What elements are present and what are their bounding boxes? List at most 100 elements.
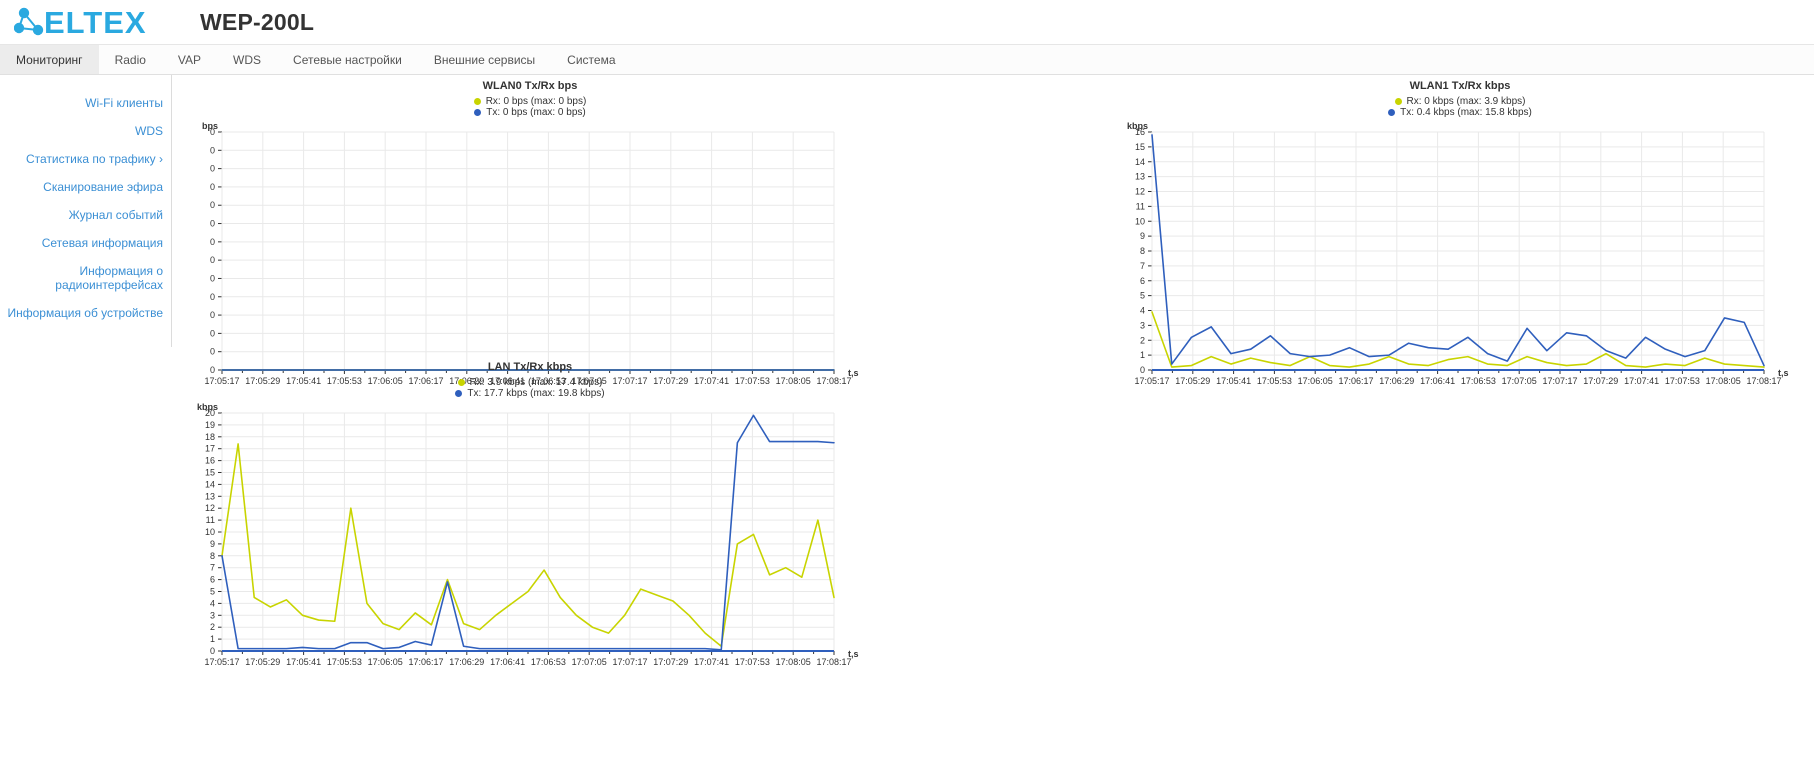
x-tick-label: 17:08:05 [776,376,811,386]
y-tick-label: 8 [210,551,215,561]
y-tick-label: 0 [210,646,215,656]
x-tick-label: 17:06:17 [408,376,443,386]
x-tick-label: 17:05:17 [204,657,239,667]
y-tick-label: 9 [1140,231,1145,241]
y-tick-label: 7 [1140,261,1145,271]
y-tick-label: 3 [210,610,215,620]
nav-item-external-services[interactable]: Внешние сервисы [433,52,536,67]
sidebar-item-air-scan[interactable]: Сканирование эфира [43,180,163,194]
y-tick-label: 0 [210,328,215,338]
chart-wlan0-plot: bps 0 0 0 0 0 0 0 0 0 0 0 0 0 0 17:05:17 17:05:29 17:05:4… [180,118,880,408]
series-line-tx [221,414,835,651]
y-tick-label: 6 [1140,276,1145,286]
legend-row-rx: Rx: 0 bps (max: 0 bps) [473,96,586,107]
x-tick-label: 17:07:05 [572,376,607,386]
y-tick-label: 0 [210,273,215,283]
x-tick-label: 17:05:53 [327,376,362,386]
x-tick-label: 17:05:41 [286,376,321,386]
x-tick-label: 17:05:29 [245,657,280,667]
x-tick-label: 17:05:53 [1257,376,1292,386]
y-tick-label: 20 [205,408,215,418]
sidebar-item-radio-info[interactable]: Информация о радиоинтерфейсах [55,264,163,292]
y-tick-label: 0 [1140,365,1145,375]
nav-item-monitoring[interactable]: Мониторинг [0,45,99,74]
eltex-logo[interactable]: ELTEX [14,4,162,40]
sidebar-item-wifi-clients[interactable]: Wi-Fi клиенты [85,96,163,110]
x-tick-label: 17:06:29 [449,376,484,386]
x-tick-label: 17:07:05 [572,657,607,667]
x-tick-label: 17:06:41 [490,657,525,667]
chart-lan: LAN Tx/Rx kbps Rx: 3.9 kbps (max: 17.4 k… [180,361,880,689]
sidebar-item-event-log[interactable]: Журнал событий [68,208,163,222]
page-title: WEP-200L [200,8,315,35]
y-tick-label: 14 [205,479,215,489]
y-tick-label: 0 [210,347,215,357]
chart-wlan0: WLAN0 Tx/Rx bps Rx: 0 bps (max: 0 bps) T… [180,80,880,408]
legend-dot-rx-icon [457,379,465,386]
y-tick-label: 5 [1140,291,1145,301]
y-tick-label: 9 [210,539,215,549]
x-tick-label: 17:07:17 [612,657,647,667]
y-tick-label: 0 [210,219,215,229]
legend-row-tx: Tx: 0.4 kbps (max: 15.8 kbps) [1388,107,1532,118]
x-tick-label: 17:06:53 [1461,376,1496,386]
sidebar-item-wds[interactable]: WDS [135,124,163,138]
x-tick-label: 17:05:41 [286,657,321,667]
y-tick-label: 2 [1140,335,1145,345]
y-tick-label: 0 [210,255,215,265]
x-tick-label: 17:08:17 [816,657,851,667]
legend-dot-tx-icon [455,390,463,397]
y-tick-label: 14 [1135,157,1145,167]
x-tick-label: 17:07:53 [1665,376,1700,386]
y-tick-label: 2 [210,622,215,632]
sidebar-item-device-info[interactable]: Информация об устройстве [7,306,163,320]
x-tick-label: 17:07:53 [735,376,770,386]
nav-item-system[interactable]: Система [567,52,616,67]
x-tick-label: 17:06:05 [368,657,403,667]
y-tick-label: 0 [210,292,215,302]
x-axis-unit-label: t,s [848,368,859,378]
x-tick-label: 17:07:53 [735,657,770,667]
x-tick-label: 17:05:29 [245,376,280,386]
sidebar: Wi-Fi клиенты WDS Статистика по трафику … [0,75,172,347]
nav-item-wds[interactable]: WDS [233,52,262,67]
nav-item-radio[interactable]: Radio [114,52,146,67]
x-tick-label: 17:08:17 [1746,376,1781,386]
legend-dot-tx-icon [1388,109,1396,116]
x-tick-label: 17:06:41 [1420,376,1455,386]
chart-wlan0-legend: Rx: 0 bps (max: 0 bps) Tx: 0 bps (max: 0… [180,96,880,118]
sidebar-item-network-info[interactable]: Сетевая информация [41,236,163,250]
legend-label-rx: Rx: 3.9 kbps (max: 17.4 kbps) [469,377,603,388]
y-tick-label: 12 [205,503,215,513]
nav-item-network-settings[interactable]: Сетевые настройки [293,52,402,67]
x-tick-label: 17:07:29 [653,376,688,386]
x-tick-label: 17:08:17 [816,376,851,386]
sidebar-item-traffic-stats[interactable]: Статистика по трафику › [26,152,163,166]
x-tick-label: 17:07:41 [694,376,729,386]
legend-label-tx: Tx: 0.4 kbps (max: 15.8 kbps) [1400,107,1532,118]
y-tick-label: 6 [210,575,215,585]
app-header: ELTEX WEP-200L [0,0,1814,44]
legend-label-tx: Tx: 17.7 kbps (max: 19.8 kbps) [467,388,605,399]
x-tick-label: 17:06:53 [531,657,566,667]
x-tick-label: 17:06:29 [1379,376,1414,386]
y-tick-label: 0 [210,145,215,155]
y-tick-label: 5 [210,587,215,597]
y-tick-label: 12 [1135,187,1145,197]
y-tick-label: 11 [206,515,215,525]
x-tick-label: 17:07:05 [1502,376,1537,386]
chart-lan-plot: kbps 20 19 18 17 16 15 14 13 12 11 10 9 8 7 6 5 4 3 2 1 0 17:0… [180,399,880,689]
chart-wlan0-title: WLAN0 Tx/Rx bps [482,80,578,92]
x-tick-label: 17:05:29 [1175,376,1210,386]
nav-item-vap[interactable]: VAP [177,52,202,67]
x-tick-label: 17:06:53 [531,376,566,386]
x-tick-label: 17:05:41 [1216,376,1251,386]
main-nav: Мониторинг Radio VAP WDS Сетевые настрой… [0,44,1814,75]
x-tick-label: 17:08:05 [776,657,811,667]
y-tick-label: 0 [210,164,215,174]
x-tick-label: 17:05:17 [1134,376,1169,386]
x-tick-label: 17:06:17 [1338,376,1373,386]
y-tick-label: 19 [205,420,215,430]
y-tick-label: 10 [205,527,215,537]
